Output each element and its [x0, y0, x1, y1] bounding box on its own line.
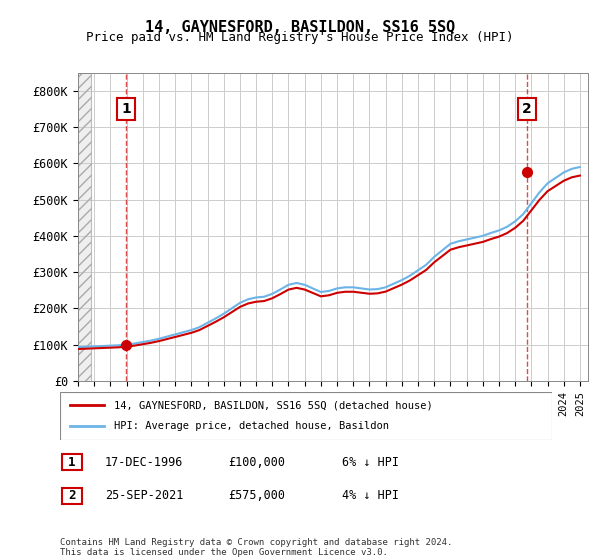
Text: 1: 1: [121, 102, 131, 116]
Text: Price paid vs. HM Land Registry's House Price Index (HPI): Price paid vs. HM Land Registry's House …: [86, 31, 514, 44]
Text: HPI: Average price, detached house, Basildon: HPI: Average price, detached house, Basi…: [114, 421, 389, 431]
Text: 2: 2: [522, 102, 532, 116]
Text: 14, GAYNESFORD, BASILDON, SS16 5SQ: 14, GAYNESFORD, BASILDON, SS16 5SQ: [145, 20, 455, 35]
Text: £100,000: £100,000: [228, 455, 285, 469]
Text: 6% ↓ HPI: 6% ↓ HPI: [342, 455, 399, 469]
Text: 2: 2: [68, 489, 76, 502]
Text: Contains HM Land Registry data © Crown copyright and database right 2024.
This d: Contains HM Land Registry data © Crown c…: [60, 538, 452, 557]
Text: £575,000: £575,000: [228, 489, 285, 502]
FancyBboxPatch shape: [62, 455, 82, 470]
Text: 17-DEC-1996: 17-DEC-1996: [105, 455, 184, 469]
Text: 14, GAYNESFORD, BASILDON, SS16 5SQ (detached house): 14, GAYNESFORD, BASILDON, SS16 5SQ (deta…: [114, 400, 433, 410]
FancyBboxPatch shape: [62, 488, 82, 504]
FancyBboxPatch shape: [60, 392, 552, 440]
Text: 1: 1: [68, 456, 76, 469]
Text: 25-SEP-2021: 25-SEP-2021: [105, 489, 184, 502]
Text: 4% ↓ HPI: 4% ↓ HPI: [342, 489, 399, 502]
